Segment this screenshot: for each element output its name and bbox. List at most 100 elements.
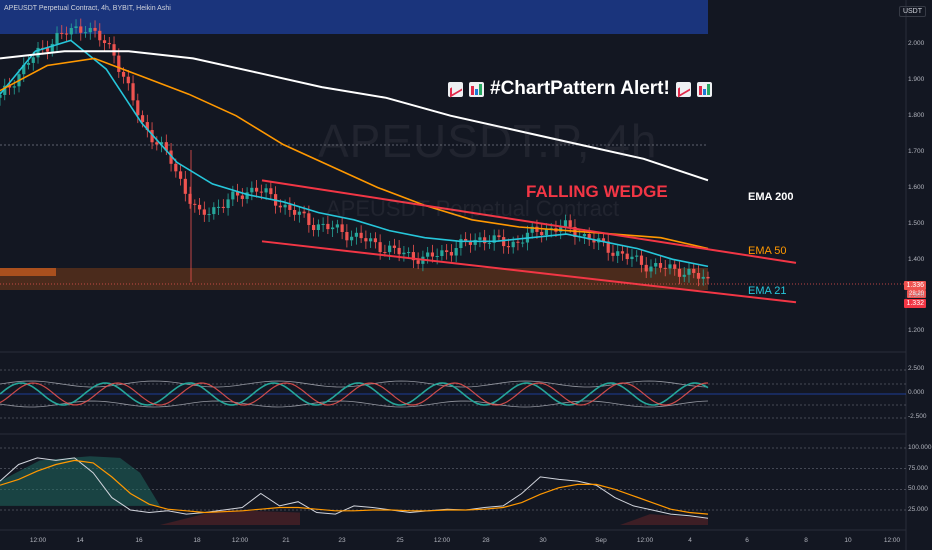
candle <box>226 199 229 208</box>
ema200-label: EMA 200 <box>748 191 793 203</box>
time-tick: Sep <box>595 537 607 544</box>
candle <box>654 263 657 267</box>
candle <box>440 250 443 256</box>
candle <box>545 229 548 235</box>
time-tick: 23 <box>338 537 345 544</box>
candle <box>350 237 353 241</box>
chart-increasing-icon <box>676 82 691 97</box>
osc-tick: -2.500 <box>908 413 926 420</box>
ema50-label: EMA 50 <box>748 245 787 257</box>
time-tick: 21 <box>282 537 289 544</box>
candle <box>117 56 120 72</box>
candle <box>417 260 420 264</box>
candle <box>649 267 652 272</box>
time-tick: 30 <box>539 537 546 544</box>
osc-tick: 2.500 <box>908 365 924 372</box>
rsi-tick: 100.000 <box>908 444 932 451</box>
candle <box>264 188 267 192</box>
candle <box>70 28 73 34</box>
candle <box>483 237 486 243</box>
candle <box>426 252 429 256</box>
candle <box>184 179 187 194</box>
support-zone <box>0 268 708 290</box>
candle <box>341 224 344 232</box>
osc-tick: 0.000 <box>908 389 924 396</box>
candle <box>702 277 705 279</box>
candle <box>630 257 633 259</box>
rsi-fill-high <box>0 456 160 506</box>
alert-text: #ChartPattern Alert! <box>490 78 670 100</box>
current-price-tag: 1.336 <box>904 281 926 290</box>
candle <box>279 206 282 208</box>
time-tick: 12:00 <box>434 537 450 544</box>
candle <box>255 188 258 192</box>
candle <box>507 246 510 247</box>
candle <box>478 237 481 240</box>
candle <box>436 256 439 257</box>
time-tick: 12:00 <box>884 537 900 544</box>
candle <box>222 207 225 208</box>
rsi-fill-low <box>620 514 708 525</box>
candle <box>640 256 643 265</box>
price-tick: 1.500 <box>908 220 924 227</box>
candle <box>355 233 358 237</box>
candle <box>32 57 35 63</box>
candle <box>141 115 144 122</box>
candle <box>108 43 111 44</box>
candle <box>55 33 58 44</box>
candle <box>293 210 296 215</box>
currency-label[interactable]: USDT <box>899 6 926 17</box>
candle <box>331 227 334 229</box>
time-tick: 6 <box>745 537 749 544</box>
candle <box>497 235 500 237</box>
time-tick: 12:00 <box>232 537 248 544</box>
candle <box>455 248 458 255</box>
low-price-tag: 1.332 <box>904 299 926 308</box>
candle <box>488 243 491 244</box>
price-tick: 1.200 <box>908 327 924 334</box>
candle <box>288 205 291 210</box>
candle <box>93 28 96 31</box>
time-tick: 4 <box>688 537 692 544</box>
price-tick: 2.000 <box>908 40 924 47</box>
candle <box>407 252 410 253</box>
candle <box>336 224 339 227</box>
candle <box>212 207 215 214</box>
candle <box>459 239 462 248</box>
candle <box>398 248 401 254</box>
candle <box>326 224 329 229</box>
time-tick: 16 <box>135 537 142 544</box>
candle <box>203 209 206 214</box>
candle <box>179 171 182 179</box>
candle <box>207 214 210 215</box>
candle <box>664 268 667 269</box>
candle <box>27 63 30 65</box>
candle <box>374 238 377 242</box>
osc-band-lower <box>0 401 708 407</box>
candle <box>645 265 648 272</box>
candle <box>84 32 87 33</box>
candle <box>217 207 220 208</box>
candle <box>241 196 244 199</box>
candle <box>673 264 676 268</box>
candle <box>379 242 382 252</box>
candle <box>298 212 301 215</box>
symbol-header: APEUSDT Perpetual Contract, 4h, BYBIT, H… <box>4 5 171 12</box>
bar-chart-icon <box>469 82 484 97</box>
candle <box>312 225 315 230</box>
candle <box>616 251 619 256</box>
candle <box>706 277 709 278</box>
candle <box>512 242 515 247</box>
candle <box>393 246 396 248</box>
candle <box>284 205 287 208</box>
candle <box>127 77 130 84</box>
candle <box>583 234 586 236</box>
candle <box>260 192 263 193</box>
candle <box>450 252 453 256</box>
candle <box>521 243 524 244</box>
candle <box>103 40 106 43</box>
price-tick: 1.900 <box>908 76 924 83</box>
time-tick: 28 <box>482 537 489 544</box>
candle <box>13 86 16 87</box>
chart-increasing-icon <box>448 82 463 97</box>
